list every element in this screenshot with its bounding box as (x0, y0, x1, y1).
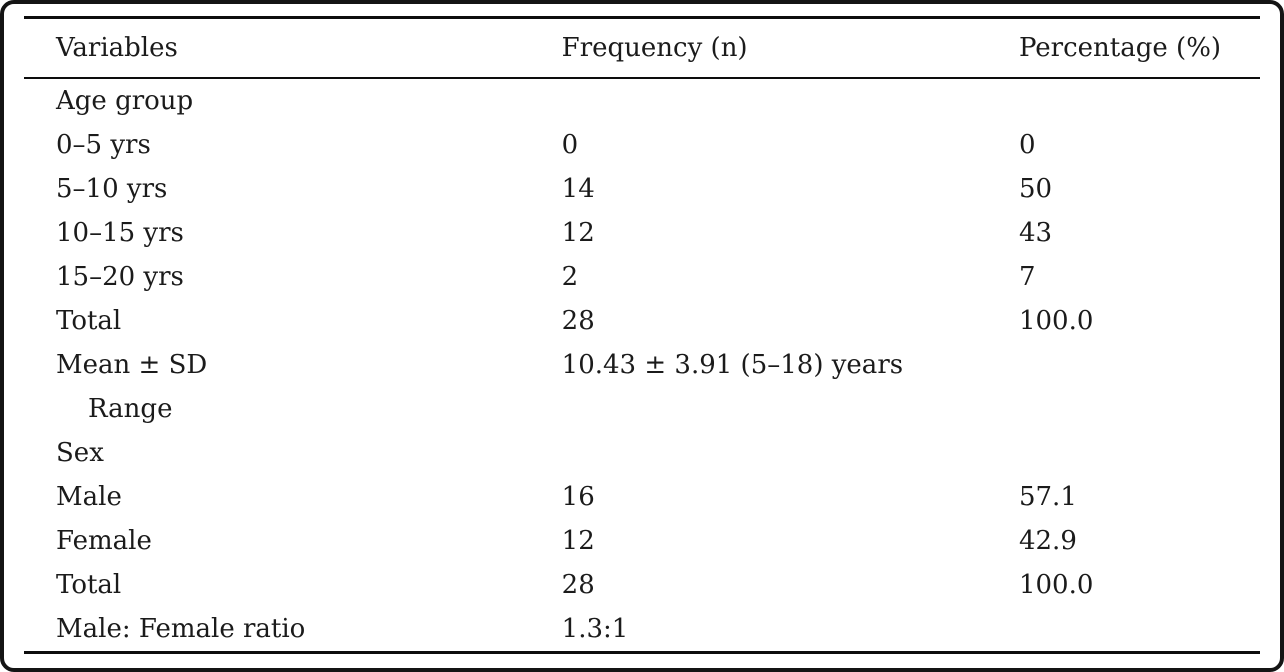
table-row: Sex (24, 431, 1260, 475)
table-row: 5–10 yrs 14 50 (24, 167, 1260, 211)
row-variable: 10–15 yrs (56, 218, 184, 248)
row-frequency: 16 (561, 482, 595, 512)
demographics-table: Variables Frequency (n) Percentage (%) A… (24, 16, 1260, 654)
table-row: Total 28 100.0 (24, 299, 1260, 343)
table-row: 10–15 yrs 12 43 (24, 211, 1260, 255)
row-frequency: 10.43 ± 3.91 (5–18) years (561, 350, 904, 380)
table-row: Male 16 57.1 (24, 475, 1260, 519)
row-variable: Male: Female ratio (56, 614, 306, 644)
row-variable: Female (56, 526, 152, 556)
table-row: Mean ± SD 10.43 ± 3.91 (5–18) years (24, 343, 1260, 387)
table-row: 0–5 yrs 0 0 (24, 123, 1260, 167)
row-frequency: 0 (561, 130, 579, 160)
row-variable: Total (56, 570, 122, 600)
row-percentage (1019, 343, 1260, 387)
row-frequency: 14 (561, 174, 595, 204)
row-frequency (562, 431, 1019, 475)
row-percentage: 100.0 (1018, 306, 1094, 336)
column-header-variables: Variables (24, 17, 562, 79)
row-percentage: 7 (1018, 262, 1036, 292)
row-percentage: 50 (1018, 174, 1053, 204)
row-frequency: 12 (561, 218, 595, 248)
row-variable: Age group (56, 86, 194, 116)
row-variable: 15–20 yrs (56, 262, 184, 292)
row-variable: Mean ± SD (56, 350, 208, 380)
row-variable: 0–5 yrs (56, 130, 151, 160)
row-percentage: 43 (1018, 218, 1053, 248)
row-percentage: 57.1 (1018, 482, 1077, 512)
table-row: Male: Female ratio 1.3:1 (24, 607, 1260, 653)
table-row: Range (24, 387, 1260, 431)
row-variable: Range (88, 394, 173, 424)
row-frequency (562, 78, 1019, 123)
table-row: 15–20 yrs 2 7 (24, 255, 1260, 299)
row-frequency: 28 (561, 306, 595, 336)
header-row: Variables Frequency (n) Percentage (%) (24, 17, 1260, 79)
row-variable: Sex (56, 438, 104, 468)
row-frequency: 1.3:1 (561, 614, 629, 644)
row-percentage (1019, 78, 1260, 123)
row-variable: 5–10 yrs (56, 174, 168, 204)
row-variable: Total (56, 306, 122, 336)
row-variable: Male (56, 482, 122, 512)
row-frequency (562, 387, 1019, 431)
table-row: Age group (24, 78, 1260, 123)
row-frequency: 12 (561, 526, 595, 556)
column-header-percentage: Percentage (%) (1018, 17, 1260, 79)
row-percentage: 0 (1018, 130, 1036, 160)
row-frequency: 28 (561, 570, 595, 600)
row-percentage: 100.0 (1018, 570, 1094, 600)
row-frequency: 2 (561, 262, 579, 292)
row-percentage: 42.9 (1018, 526, 1077, 556)
row-percentage (1019, 387, 1260, 431)
table-row: Female 12 42.9 (24, 519, 1260, 563)
table-row: Total 28 100.0 (24, 563, 1260, 607)
row-percentage (1019, 607, 1260, 653)
row-percentage (1019, 431, 1260, 475)
column-header-frequency: Frequency (n) (561, 17, 1019, 79)
